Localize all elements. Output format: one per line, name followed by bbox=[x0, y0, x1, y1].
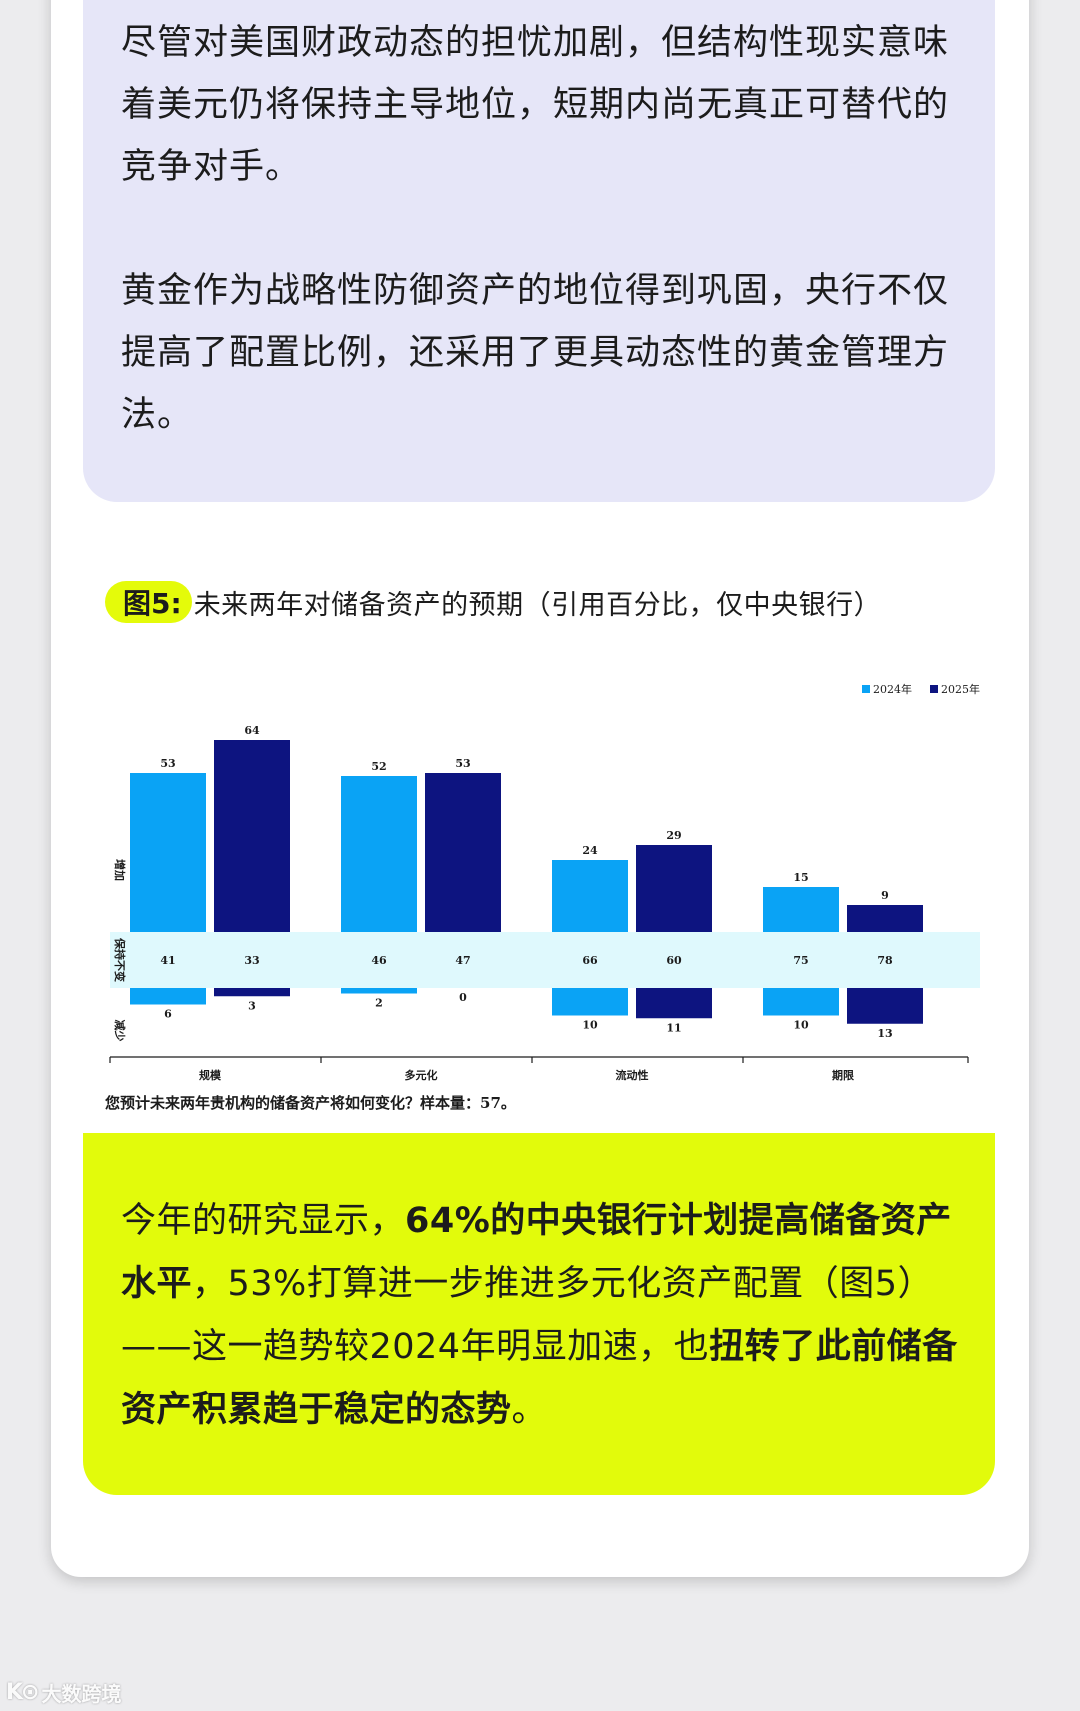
label-decrease-3-2: 11 bbox=[666, 1021, 681, 1034]
category-label-2: 多元化 bbox=[405, 1068, 438, 1082]
legend-swatch-2 bbox=[930, 685, 938, 693]
bar-decrease-4-2 bbox=[847, 988, 923, 1024]
bar-increase-1-1 bbox=[130, 773, 206, 932]
label-unchanged-3-2: 60 bbox=[666, 954, 682, 967]
label-increase-2-1: 52 bbox=[371, 760, 386, 773]
watermark: K⊙ 大数跨境 bbox=[6, 1678, 121, 1707]
label-increase-1-2: 64 bbox=[244, 724, 260, 737]
label-unchanged-1-2: 33 bbox=[244, 954, 259, 967]
category-label-1: 规模 bbox=[199, 1068, 222, 1082]
label-unchanged-4-1: 75 bbox=[793, 954, 808, 967]
legend-label-2: 2025年 bbox=[941, 682, 980, 696]
label-increase-1-1: 53 bbox=[160, 757, 175, 770]
summary-paragraph-gold: 黄金作为战略性防御资产的地位得到巩固，央行不仅提高了配置比例，还采用了更具动态性… bbox=[121, 271, 950, 435]
label-increase-3-1: 24 bbox=[582, 844, 598, 857]
bar-increase-1-2 bbox=[214, 740, 290, 932]
category-label-4: 期限 bbox=[832, 1068, 854, 1082]
label-unchanged-4-2: 78 bbox=[877, 954, 893, 967]
highlight-text-1: 今年的研究显示， bbox=[121, 1201, 406, 1241]
bar-decrease-4-1 bbox=[763, 988, 839, 1016]
summary-paragraph-usd: 尽管对美国财政动态的担忧加剧，但结构性现实意味着美元仍将保持主导地位，短期内尚无… bbox=[121, 23, 950, 187]
label-decrease-1-1: 6 bbox=[164, 1008, 172, 1021]
legend-label-1: 2024年 bbox=[873, 682, 912, 696]
highlight-bold-1: 64%的中央银行计划提高储备资产水平 bbox=[121, 1201, 952, 1304]
category-label-3: 流动性 bbox=[616, 1068, 649, 1082]
bar-decrease-1-2 bbox=[214, 988, 290, 997]
brand-logo-icon: K⊙ bbox=[6, 1680, 40, 1705]
label-decrease-3-1: 10 bbox=[582, 1019, 598, 1032]
bar-increase-3-1 bbox=[552, 860, 628, 932]
bar-decrease-3-2 bbox=[636, 988, 712, 1019]
bar-decrease-1-1 bbox=[130, 988, 206, 1005]
bar-increase-2-2 bbox=[425, 773, 501, 932]
highlight-text-3: 。 bbox=[511, 1390, 548, 1430]
label-unchanged-2-1: 46 bbox=[371, 954, 387, 967]
bar-increase-4-2 bbox=[847, 905, 923, 932]
highlight-paragraph: 今年的研究显示，64%的中央银行计划提高储备资产水平，53%打算进一步推进多元化… bbox=[121, 1190, 971, 1442]
figure-title: 图5: 未来两年对储备资产的预期（引用百分比，仅中央银行） bbox=[105, 581, 881, 623]
row-label-1: 增加 bbox=[113, 859, 127, 881]
reserve-expectations-chart: 2024年 2025年增加保持不变减少5341664333规模5246253470… bbox=[109, 682, 980, 1082]
highlight-bold-2: 扭转了此前储备资产积累趋于稳定的态势 bbox=[121, 1327, 958, 1430]
label-decrease-2-1: 2 bbox=[375, 997, 383, 1010]
label-decrease-2-2: 0 bbox=[459, 991, 467, 1004]
label-unchanged-2-2: 47 bbox=[455, 954, 470, 967]
label-increase-2-2: 53 bbox=[455, 757, 470, 770]
watermark-text: 大数跨境 bbox=[41, 1682, 122, 1706]
figure-caption: 未来两年对储备资产的预期（引用百分比，仅中央银行） bbox=[193, 589, 882, 621]
label-decrease-1-2: 3 bbox=[248, 999, 256, 1012]
figure-label: 图5: bbox=[105, 581, 192, 623]
bar-increase-4-1 bbox=[763, 887, 839, 932]
row-label-2: 保持不变 bbox=[113, 937, 127, 982]
bar-increase-3-2 bbox=[636, 845, 712, 932]
bar-decrease-2-1 bbox=[341, 988, 417, 994]
label-decrease-4-1: 10 bbox=[793, 1019, 809, 1032]
legend-swatch-1 bbox=[862, 685, 870, 693]
bar-increase-2-1 bbox=[341, 776, 417, 932]
unchanged-band bbox=[110, 932, 980, 988]
label-increase-3-2: 29 bbox=[666, 829, 681, 842]
summary-box bbox=[83, 0, 995, 502]
chart-footnote: 您预计未来两年贵机构的储备资产将如何变化？样本量：57。 bbox=[105, 1094, 516, 1112]
bar-decrease-3-1 bbox=[552, 988, 628, 1016]
label-unchanged-1-1: 41 bbox=[160, 954, 175, 967]
label-increase-4-1: 15 bbox=[793, 871, 808, 884]
highlight-text-2: ，53%打算进一步推进多元化资产配置（图5）——这一趋势较2024年明显加速，也 bbox=[121, 1264, 934, 1367]
row-label-3: 减少 bbox=[113, 1020, 127, 1042]
label-decrease-4-2: 13 bbox=[877, 1027, 892, 1040]
highlight-box bbox=[83, 1133, 995, 1495]
label-increase-4-2: 9 bbox=[881, 889, 889, 902]
label-unchanged-3-1: 66 bbox=[582, 954, 598, 967]
